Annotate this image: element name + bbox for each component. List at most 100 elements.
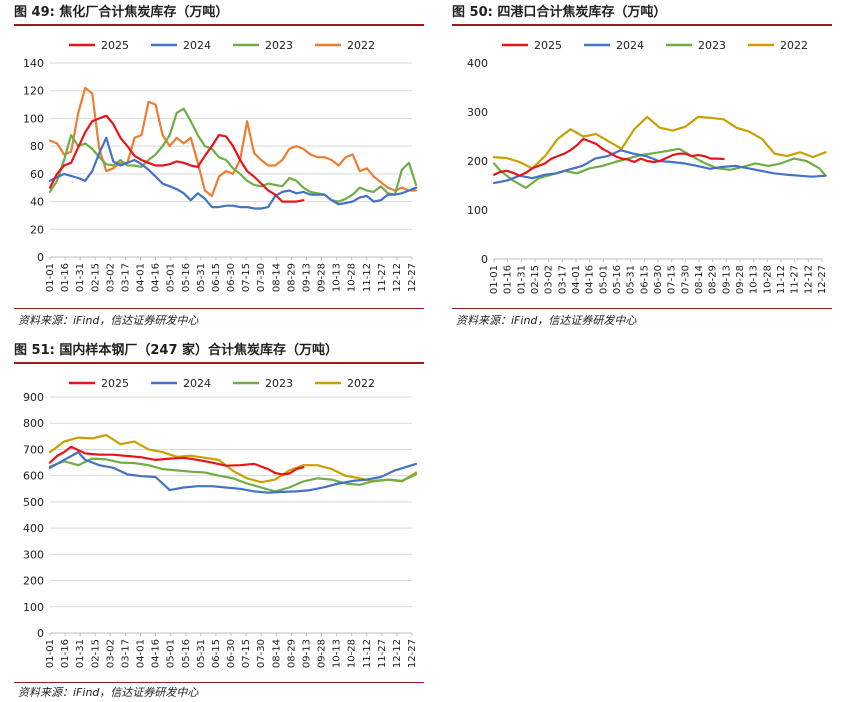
x-tick-label: 04-16 (151, 263, 162, 292)
x-tick-label: 06-30 (226, 263, 237, 292)
y-tick-label: 400 (467, 57, 488, 70)
x-tick-label: 12-27 (407, 639, 418, 668)
x-tick-label: 01-16 (60, 639, 71, 668)
x-tick-label: 08-14 (271, 639, 282, 668)
x-tick-label: 04-01 (571, 265, 582, 294)
x-tick-label: 09-28 (317, 263, 328, 292)
x-tick-label: 11-27 (377, 263, 388, 292)
x-tick-label: 11-12 (776, 265, 787, 294)
x-tick-label: 08-29 (286, 639, 297, 668)
legend-label-2024: 2024 (616, 39, 644, 52)
x-tick-label: 12-27 (407, 263, 418, 292)
x-tick-label: 07-15 (241, 263, 252, 292)
source-rule (452, 308, 832, 309)
x-tick-label: 02-15 (90, 639, 101, 668)
chart-title-steel-mills: 图 51: 国内样本钢厂（247 家）合计焦炭库存（万吨） (14, 340, 338, 362)
figure-label: 图 50: (452, 5, 493, 20)
x-tick-label: 09-28 (317, 639, 328, 668)
x-tick-label: 10-13 (332, 639, 343, 668)
chart-title-four-ports: 图 50: 四港口合计焦炭库存（万吨） (452, 2, 666, 24)
x-tick-label: 03-02 (105, 263, 116, 292)
chart-four-ports: 0 100 200 300 400 01-01 01-16 01-31 02-15 03-02 03… (467, 39, 828, 294)
legend-label-2024: 2024 (183, 377, 211, 390)
x-tick-label: 08-29 (708, 265, 719, 294)
x-tick-label: 05-31 (196, 263, 207, 292)
series-line-2025 (48, 445, 305, 476)
x-tick-label: 12-12 (392, 639, 403, 668)
y-tick-label: 80 (30, 140, 44, 153)
x-tick-label: 11-12 (362, 639, 373, 668)
chart-title: 焦化厂合计焦炭库存（万吨） (59, 5, 229, 20)
y-tick-label: 120 (23, 85, 44, 98)
x-tick-label: 11-27 (790, 265, 801, 294)
x-tick-label: 05-16 (181, 263, 192, 292)
x-tick-label: 10-28 (347, 639, 358, 668)
x-tick-label: 06-15 (211, 263, 222, 292)
x-tick-label: 01-01 (45, 639, 56, 668)
x-tick-label: 07-15 (241, 639, 252, 668)
series-line-2024 (492, 149, 827, 185)
y-tick-label: 500 (23, 496, 44, 509)
x-tick-label: 05-01 (166, 263, 177, 292)
legend-label-2023: 2023 (265, 377, 293, 390)
series-line-2024 (48, 136, 418, 210)
y-tick-label: 200 (23, 575, 44, 588)
x-tick-label: 03-17 (120, 639, 131, 668)
x-tick-label: 10-28 (762, 265, 773, 294)
y-tick-label: 600 (23, 470, 44, 483)
x-tick-label: 09-13 (301, 263, 312, 292)
x-tick-label: 07-15 (667, 265, 678, 294)
legend-label-2023: 2023 (265, 39, 293, 52)
y-tick-label: 20 (30, 223, 44, 236)
x-tick-label: 02-15 (90, 263, 101, 292)
x-tick-label: 05-16 (612, 265, 623, 294)
x-tick-label: 07-30 (256, 639, 267, 668)
x-tick-label: 12-12 (392, 263, 403, 292)
series-line-2024 (48, 450, 418, 494)
x-tick-label: 06-30 (653, 265, 664, 294)
x-tick-label: 01-01 (489, 265, 500, 294)
x-tick-label: 05-01 (166, 639, 177, 668)
y-tick-label: 400 (23, 522, 44, 535)
panel-four-ports: 图 50: 四港口合计焦炭库存（万吨） 0 100 200 300 400 01-01 01… (452, 2, 832, 328)
x-tick-label: 05-01 (598, 265, 609, 294)
series-line-2025 (48, 114, 305, 203)
x-tick-label: 10-28 (347, 263, 358, 292)
source-rule (14, 682, 424, 683)
title-rule (452, 24, 832, 26)
y-tick-label: 40 (30, 196, 44, 209)
y-tick-label: 100 (23, 601, 44, 614)
x-tick-label: 04-16 (585, 265, 596, 294)
legend-label-2025: 2025 (534, 39, 562, 52)
y-tick-label: 300 (23, 548, 44, 561)
y-tick-label: 700 (23, 443, 44, 456)
x-tick-label: 04-01 (136, 263, 147, 292)
x-tick-label: 08-29 (286, 263, 297, 292)
y-tick-label: 900 (23, 391, 44, 404)
x-tick-label: 12-12 (803, 265, 814, 294)
source-note: 资料来源：iFind，信达证券研发中心 (456, 314, 637, 327)
x-tick-label: 07-30 (256, 263, 267, 292)
panel-steel-mills: 图 51: 国内样本钢厂（247 家）合计焦炭库存（万吨） 0 100 200 300… (14, 340, 424, 700)
legend-label-2025: 2025 (101, 377, 129, 390)
panel-coking-plant: 图 49: 焦化厂合计焦炭库存（万吨） 0 20 40 60 80 100 120 140 01… (14, 2, 424, 328)
x-tick-label: 02-15 (530, 265, 541, 294)
x-tick-label: 06-15 (211, 639, 222, 668)
series-line-2022 (48, 433, 418, 484)
legend-label-2022: 2022 (347, 377, 375, 390)
x-tick-label: 11-12 (362, 263, 373, 292)
legend-label-2023: 2023 (698, 39, 726, 52)
title-rule (14, 24, 424, 26)
y-tick-label: 0 (481, 253, 488, 266)
legend-label-2022: 2022 (347, 39, 375, 52)
x-tick-label: 09-13 (301, 639, 312, 668)
x-tick-label: 03-17 (557, 265, 568, 294)
x-tick-label: 08-14 (694, 265, 705, 294)
chart-title: 四港口合计焦炭库存（万吨） (497, 5, 667, 20)
figure-label: 图 51: (14, 343, 55, 358)
x-tick-label: 01-01 (45, 263, 56, 292)
x-tick-label: 05-31 (196, 639, 207, 668)
x-tick-label: 03-02 (105, 639, 116, 668)
y-tick-label: 60 (30, 168, 44, 181)
source-rule (14, 308, 424, 309)
